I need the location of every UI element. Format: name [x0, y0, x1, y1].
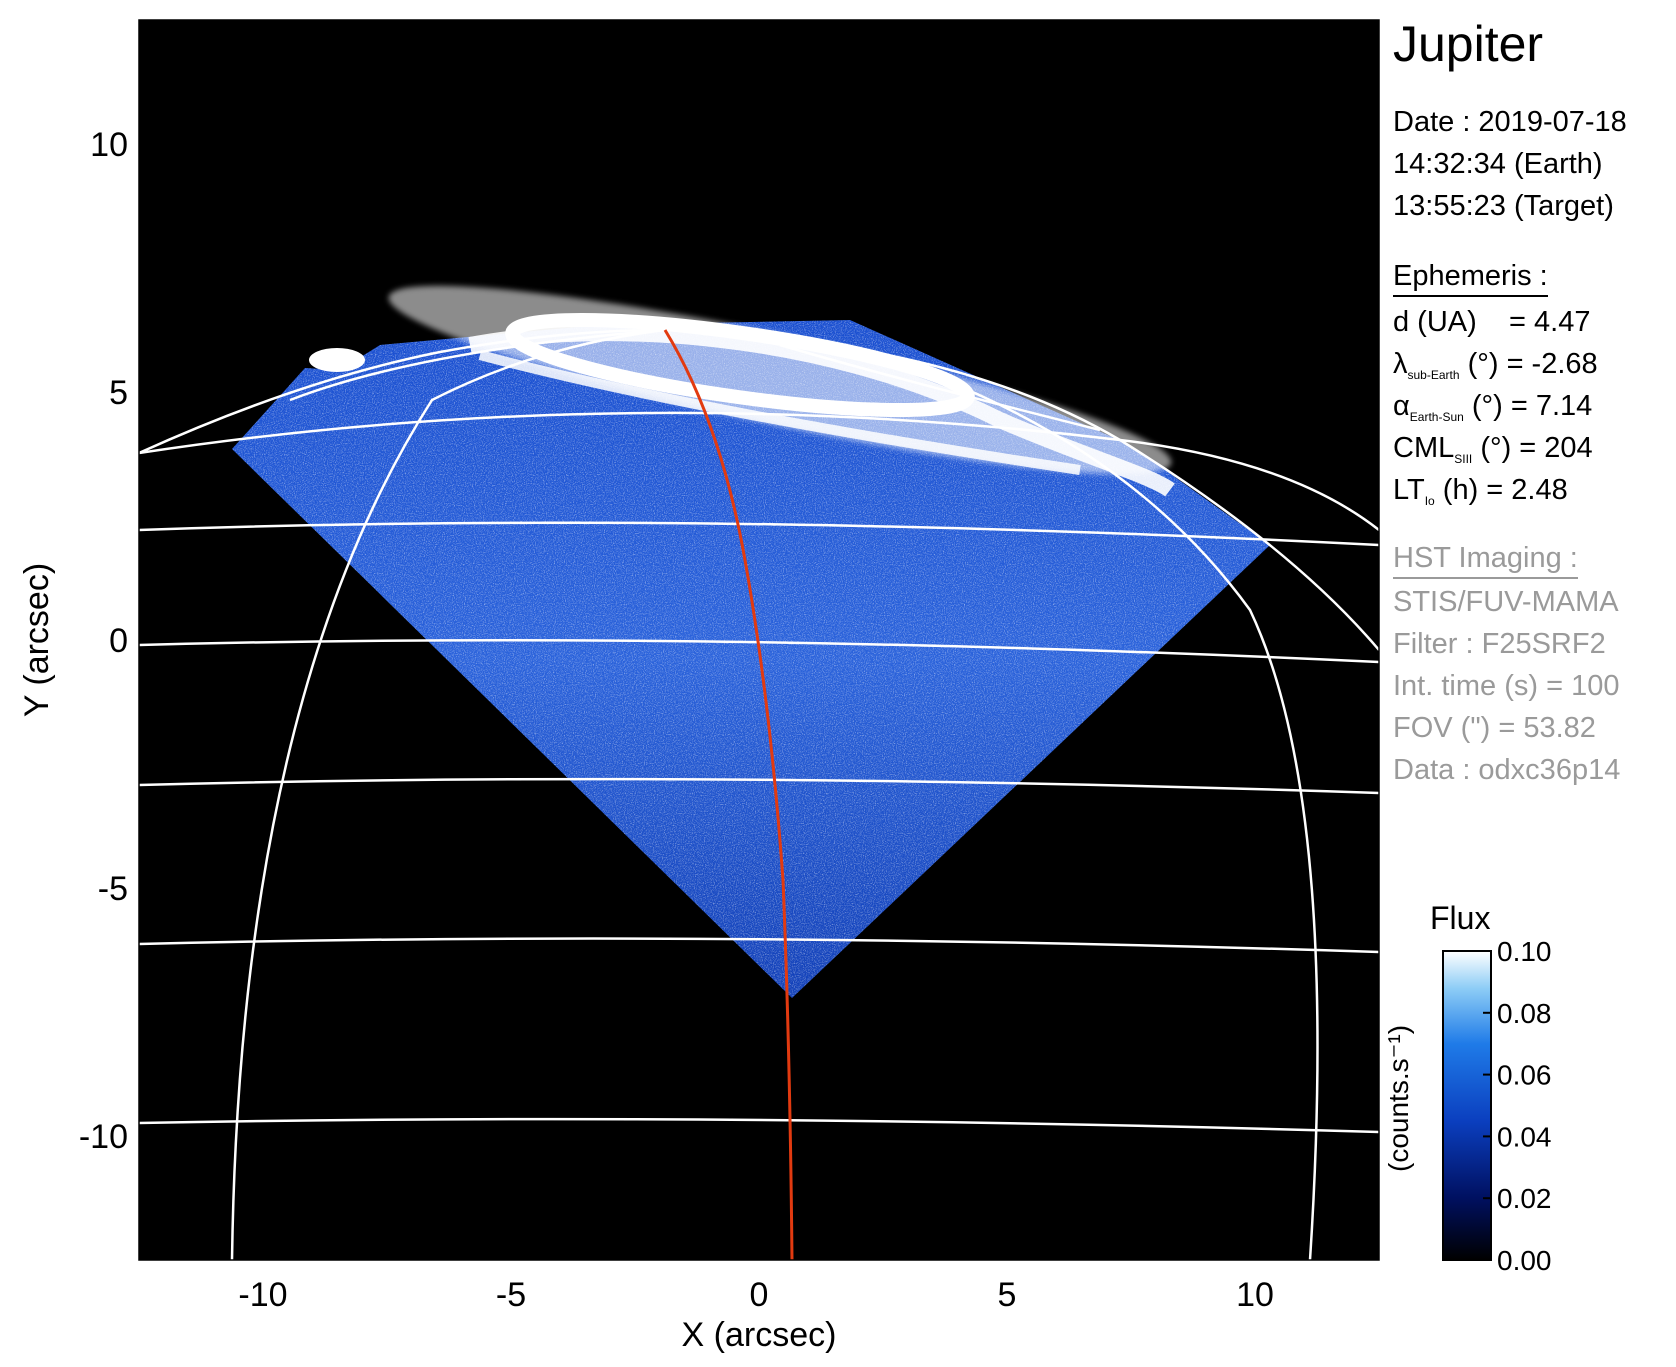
ephem-distance: d (UA) = 4.47 [1393, 306, 1591, 338]
integration-time: Int. time (s) = 100 [1393, 670, 1620, 702]
y-tick-label: 5 [109, 374, 128, 412]
colorbar-tick-label: 0.02 [1497, 1183, 1552, 1214]
y-tick-label: -10 [79, 1118, 128, 1156]
ephem-phase-angle: αEarth-Sun (°) = 7.14 [1393, 390, 1593, 424]
x-tick-label: 5 [998, 1276, 1017, 1314]
y-tick-label: -5 [98, 870, 128, 908]
y-axis-label: Y (arcsec) [18, 563, 56, 717]
detector-noise [232, 320, 1270, 998]
colorbar-tick-label: 0.06 [1497, 1060, 1552, 1091]
x-tick-label: 10 [1236, 1276, 1274, 1314]
colorbar-title: Flux [1430, 900, 1491, 936]
filter: Filter : F25SRF2 [1393, 628, 1606, 660]
y-tick-label: 10 [90, 126, 128, 164]
colorbar-tick-label: 0.00 [1497, 1245, 1552, 1276]
ephemeris-header: Ephemeris : [1393, 258, 1548, 297]
target-time: 13:55:23 (Target) [1393, 190, 1614, 222]
instrument: STIS/FUV-MAMA [1393, 586, 1619, 618]
x-tick-label: 0 [750, 1276, 769, 1314]
earth-time: 14:32:34 (Earth) [1393, 148, 1603, 180]
x-axis-ticks: -10 -5 0 5 10 [238, 1276, 1273, 1314]
target-name: Jupiter [1393, 16, 1544, 72]
y-tick-label: 0 [109, 622, 128, 660]
dataset-id: Data : odxc36p14 [1393, 754, 1621, 786]
field-of-view: FOV (") = 53.82 [1393, 712, 1596, 744]
obs-date: Date : 2019-07-18 [1393, 106, 1627, 138]
colorbar-tick-label: 0.04 [1497, 1121, 1552, 1152]
colorbar-ticks: 0.10 0.08 0.06 0.04 0.02 0.00 [1483, 936, 1552, 1276]
x-tick-label: -10 [238, 1276, 287, 1314]
y-axis-ticks: 10 5 0 -5 -10 [79, 126, 128, 1156]
colorbar-tick-label: 0.10 [1497, 936, 1552, 967]
hst-header: HST Imaging : [1393, 540, 1578, 579]
ephem-local-time: LTIo (h) = 2.48 [1393, 474, 1568, 508]
colorbar-unit: (counts.s⁻¹) [1383, 1024, 1414, 1172]
x-tick-label: -5 [496, 1276, 526, 1314]
longitude-grid [139, 328, 1379, 1260]
x-axis-label: X (arcsec) [682, 1316, 837, 1354]
ephem-cml: CMLSIII (°) = 204 [1393, 432, 1593, 466]
latitude-grid [139, 411, 1379, 1134]
ephem-sub-earth-lat: λsub-Earth (°) = -2.68 [1393, 348, 1598, 382]
central-meridian [663, 329, 794, 1260]
colorbar [1442, 950, 1492, 1261]
colorbar-tick-label: 0.08 [1497, 998, 1552, 1029]
